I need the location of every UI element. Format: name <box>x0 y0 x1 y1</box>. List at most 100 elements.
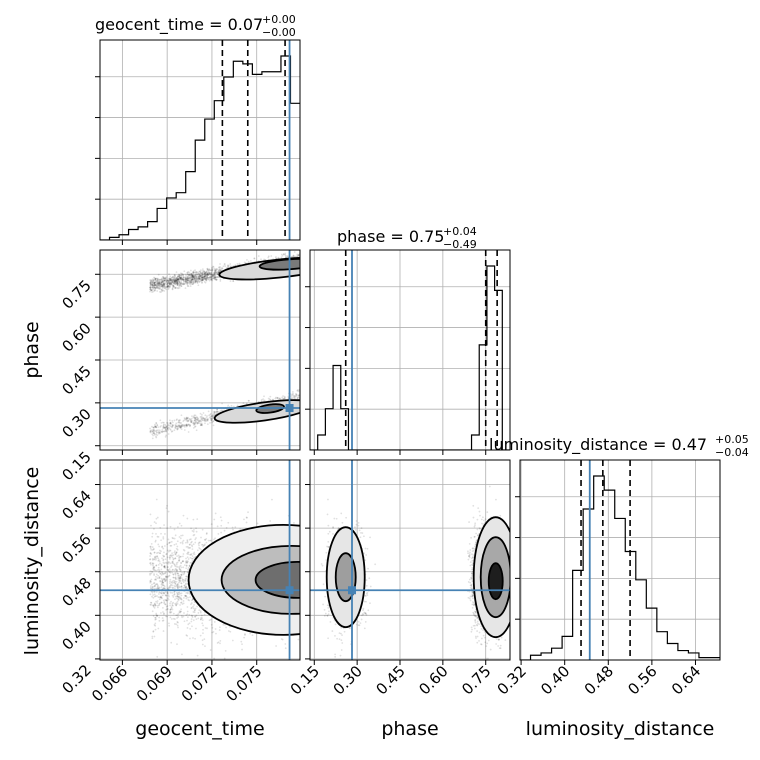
sample-point <box>302 398 304 400</box>
sample-point <box>170 423 172 425</box>
sample-point <box>193 272 195 274</box>
sample-point <box>206 277 208 279</box>
sample-point <box>159 562 161 564</box>
sample-point <box>244 262 246 264</box>
sample-point <box>170 426 172 428</box>
sample-point <box>174 279 176 281</box>
sample-point <box>196 531 198 533</box>
sample-point <box>284 643 286 645</box>
sample-point <box>171 582 173 584</box>
sample-point <box>152 565 154 567</box>
sample-point <box>224 658 226 660</box>
sample-point <box>185 587 187 589</box>
sample-point <box>243 637 245 639</box>
sample-point <box>192 278 194 280</box>
histogram-bin <box>176 193 186 240</box>
sample-point <box>160 425 162 427</box>
histogram-bin <box>138 227 148 240</box>
histogram-bin <box>271 72 281 240</box>
sample-point <box>190 542 192 544</box>
sample-point <box>165 288 167 290</box>
sample-point <box>301 259 303 261</box>
sample-point <box>162 276 164 278</box>
sample-point <box>258 255 260 257</box>
sample-point <box>180 537 182 539</box>
sample-point <box>301 259 303 261</box>
sample-point <box>155 522 157 524</box>
sample-point <box>160 612 162 614</box>
sample-point <box>301 253 303 255</box>
sample-point <box>304 392 306 394</box>
sample-point <box>213 658 215 660</box>
sample-point <box>156 434 158 436</box>
sample-point <box>166 507 168 509</box>
sample-point <box>183 279 185 281</box>
sample-point <box>153 429 155 431</box>
sample-point <box>301 594 303 596</box>
sample-point <box>167 592 169 594</box>
corner-panels: 0.150.300.450.600.750.066 0.069 0.072 0.075… <box>58 40 720 705</box>
sample-point <box>193 608 195 610</box>
sample-point <box>302 259 304 261</box>
sample-point <box>203 420 205 422</box>
sample-point <box>300 255 302 257</box>
sample-point <box>174 282 176 284</box>
sample-point <box>171 430 173 432</box>
sample-point <box>197 612 199 614</box>
sample-point <box>246 259 248 261</box>
sample-point <box>244 634 246 636</box>
sample-point <box>204 273 206 275</box>
sample-point <box>302 263 304 265</box>
histogram-bin <box>487 266 495 450</box>
sample-point <box>302 399 304 401</box>
sample-point <box>292 393 294 395</box>
sample-point <box>162 426 164 428</box>
sample-point <box>196 606 198 608</box>
sample-point <box>158 287 160 289</box>
sample-point <box>215 279 217 281</box>
histogram-bin <box>224 77 234 240</box>
sample-point <box>156 424 158 426</box>
sample-point <box>175 543 177 545</box>
sample-point <box>161 422 163 424</box>
histogram-bin <box>688 653 699 660</box>
x-tick-label-phase: 0.60 <box>415 662 451 698</box>
histogram-bin <box>205 119 215 240</box>
sample-point <box>182 555 184 557</box>
sample-point <box>264 400 266 402</box>
sample-point <box>217 533 219 535</box>
sample-point <box>211 276 213 278</box>
sample-point <box>304 595 306 597</box>
sample-point <box>177 593 179 595</box>
sample-point <box>215 513 217 515</box>
sample-point <box>281 256 283 258</box>
sample-point <box>152 291 154 293</box>
sample-point <box>294 251 296 253</box>
sample-point <box>177 422 179 424</box>
sample-point <box>305 544 307 546</box>
sample-point <box>303 260 305 262</box>
sample-point <box>302 600 304 602</box>
sample-point <box>158 577 160 579</box>
histogram-bin <box>195 140 205 240</box>
sample-point <box>301 394 303 396</box>
sample-point <box>168 433 170 435</box>
sample-point <box>160 550 162 552</box>
sample-point <box>174 598 176 600</box>
sample-point <box>191 415 193 417</box>
sample-point <box>206 417 208 419</box>
sample-point <box>149 593 151 595</box>
sample-point <box>157 536 159 538</box>
sample-point <box>300 647 302 649</box>
sample-point <box>224 264 226 266</box>
sample-point <box>200 612 202 614</box>
sample-point <box>208 410 210 412</box>
sample-point <box>301 260 303 262</box>
sample-point <box>149 428 151 430</box>
sample-point <box>198 420 200 422</box>
sample-point <box>303 581 305 583</box>
sample-point <box>190 538 192 540</box>
sample-point <box>165 428 167 430</box>
sample-point <box>303 255 305 257</box>
sample-point <box>160 282 162 284</box>
